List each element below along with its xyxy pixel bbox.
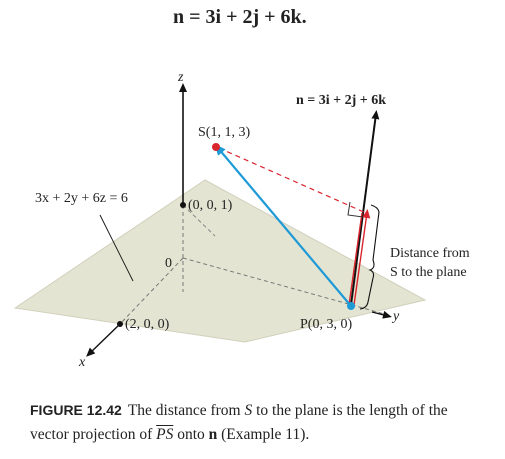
projection-vector-a <box>348 212 363 306</box>
caption-text-2: to the plane is the length of the vector… <box>30 402 448 443</box>
plane-equation-leader <box>99 214 134 282</box>
x-intercept-label: (2, 0, 0) <box>125 317 170 332</box>
caption-s: S <box>244 402 253 419</box>
trace-line-upper <box>182 204 216 237</box>
plane-equation-label: 3x + 2y + 6z = 6 <box>35 191 128 206</box>
caption-n: n <box>208 426 218 443</box>
caption-text-3: onto <box>173 426 209 443</box>
y-axis-label: y <box>393 309 400 324</box>
figure-caption: FIGURE 12.42 The distance from S to the p… <box>30 398 490 447</box>
x-axis <box>86 323 121 357</box>
y-axis <box>371 310 392 319</box>
z-intercept-dot <box>180 202 186 208</box>
point-s-label: S(1, 1, 3) <box>198 125 251 140</box>
x-axis-hidden <box>119 257 184 325</box>
figure-number: FIGURE 12.42 <box>30 402 122 418</box>
projection-vector-b <box>353 209 371 306</box>
caption-text-4: (Example 11). <box>217 426 310 443</box>
z-axis-label: z <box>178 70 184 85</box>
caption-ps: PS <box>156 426 174 443</box>
z-intercept-label: (0, 0, 1) <box>188 198 233 213</box>
vector-ps <box>214 144 352 307</box>
distance-label-line2: S to the plane <box>390 265 467 280</box>
point-p-dot <box>347 302 355 310</box>
distance-brace <box>359 204 380 310</box>
point-p-label: P(0, 3, 0) <box>300 317 353 332</box>
x-axis-label: x <box>79 355 86 370</box>
x-intercept-dot <box>117 321 123 327</box>
figure-diagram <box>13 83 427 357</box>
header-equation: n = 3i + 2j + 6k. <box>173 6 307 28</box>
point-s-dot <box>212 143 220 151</box>
distance-label-line1: Distance from <box>390 246 470 261</box>
right-angle-marker <box>347 201 364 218</box>
normal-vector-label: n = 3i + 2j + 6k <box>296 93 387 108</box>
caption-text-1: The distance from <box>127 402 245 419</box>
origin-label: 0 <box>165 256 172 271</box>
plane <box>13 179 427 343</box>
